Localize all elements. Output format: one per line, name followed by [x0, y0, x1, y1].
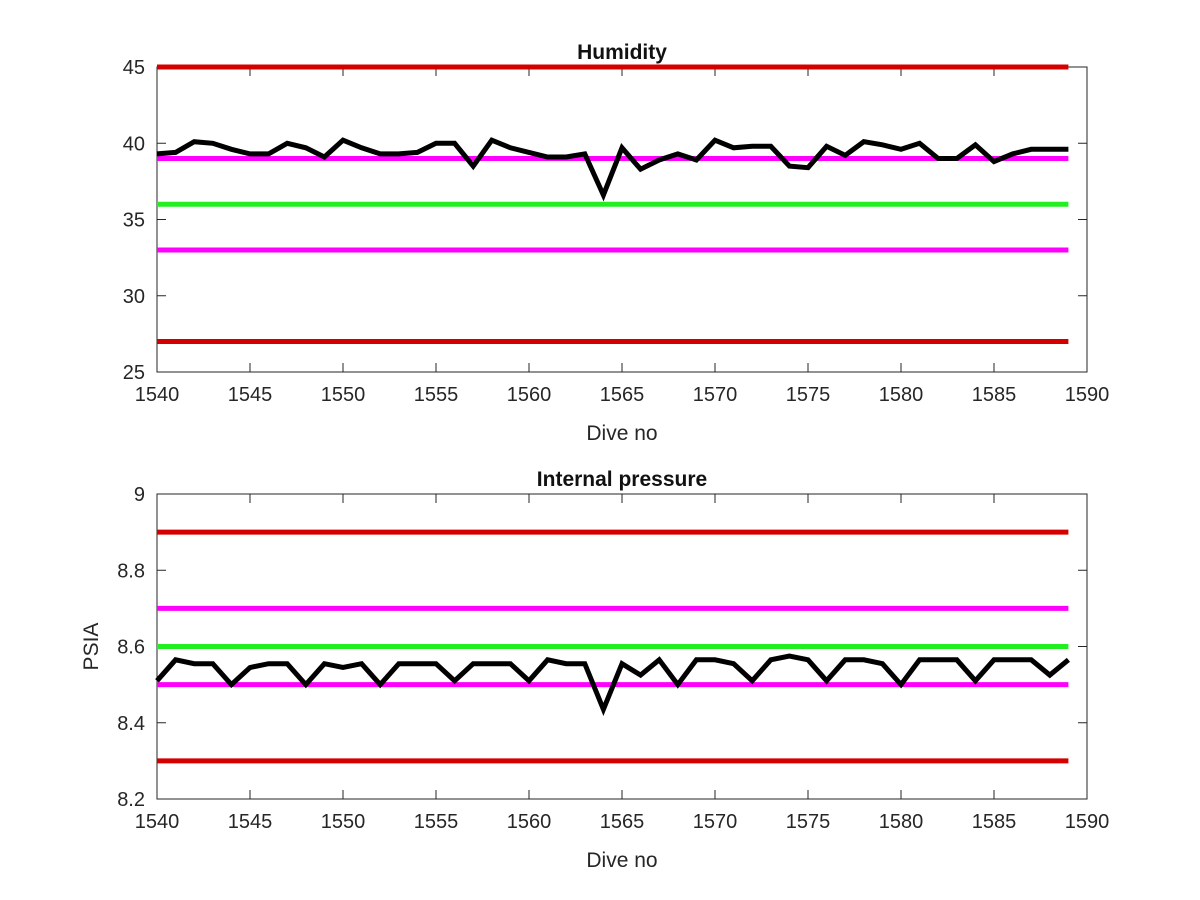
x-tick-label: 1590 [1065, 811, 1110, 833]
y-tick-label: 8.4 [117, 713, 145, 735]
y-tick-label: 35 [123, 210, 145, 232]
x-tick-label: 1550 [321, 811, 366, 833]
x-tick-label: 1555 [414, 384, 459, 406]
x-axis-label: Dive no [586, 849, 657, 872]
x-tick-label: 1585 [972, 811, 1017, 833]
plot-area [156, 66, 1088, 373]
x-tick-label: 1585 [972, 384, 1017, 406]
x-tick-label: 1580 [879, 384, 924, 406]
y-tick-label: 40 [123, 133, 145, 155]
y-tick-label: 8.2 [117, 789, 145, 811]
y-tick-label: 45 [123, 57, 145, 79]
x-tick-label: 1555 [414, 811, 459, 833]
y-tick-label: 25 [123, 362, 145, 384]
chart-panel-1: 1540 1545 1550 1555 1560 1565 1570 1575 1580 1585… [123, 41, 1110, 445]
chart-title: Internal pressure [537, 468, 707, 491]
y-tick-label: 8.8 [117, 560, 145, 582]
x-tick-label: 1540 [135, 811, 180, 833]
chart-title: Humidity [577, 41, 667, 64]
series-line-1 [156, 137, 1069, 202]
x-tick-label: 1580 [879, 811, 924, 833]
x-tick-label: 1560 [507, 384, 552, 406]
x-tick-label: 1575 [786, 384, 831, 406]
x-tick-label: 1570 [693, 384, 738, 406]
x-tick-label: 1545 [228, 384, 273, 406]
x-tick-label: 1570 [693, 811, 738, 833]
y-axis-label: PSIA [80, 623, 103, 671]
x-tick-label: 1575 [786, 811, 831, 833]
x-tick-label: 1560 [507, 811, 552, 833]
x-axis-label: Dive no [586, 422, 657, 445]
chart-panel-2: 1540 1545 1550 1555 1560 1565 1570 1575 1580 1585… [80, 468, 1109, 872]
x-tick-label: 1565 [600, 384, 645, 406]
x-tick-label: 1545 [228, 811, 273, 833]
y-tick-label: 30 [123, 286, 145, 308]
x-tick-label: 1590 [1065, 384, 1110, 406]
x-tick-label: 1565 [600, 811, 645, 833]
x-tick-label: 1550 [321, 384, 366, 406]
y-tick-label: 8.6 [117, 637, 145, 659]
series-line-1 [155, 653, 1070, 717]
x-tick-label: 1540 [135, 384, 180, 406]
y-tick-label: 9 [134, 484, 145, 506]
